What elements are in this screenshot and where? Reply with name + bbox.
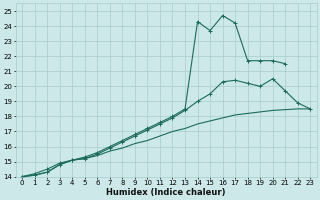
X-axis label: Humidex (Indice chaleur): Humidex (Indice chaleur)	[107, 188, 226, 197]
